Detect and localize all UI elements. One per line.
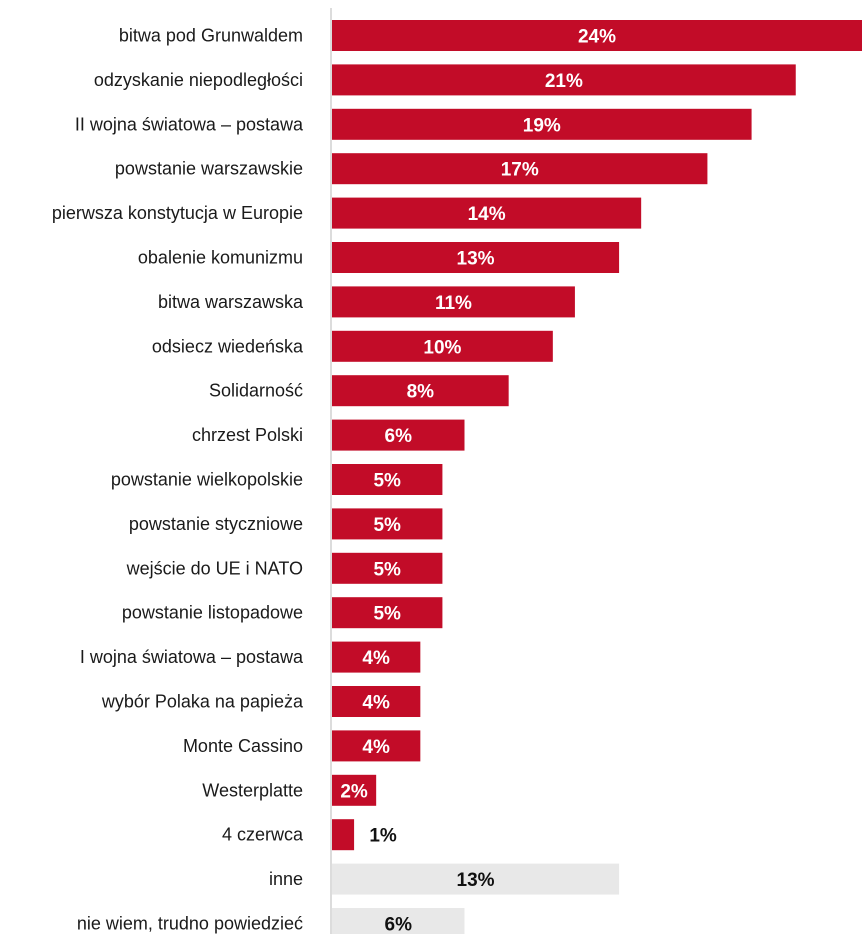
value-label-pierwsza-konstytucja-w-europie: 14% bbox=[468, 204, 506, 225]
category-label-solidarnosc: Solidarność bbox=[209, 381, 303, 401]
bar-odzyskanie-niepodleg-osci bbox=[332, 64, 796, 96]
value-label-powstanie-warszawskie: 17% bbox=[501, 160, 539, 181]
category-label-wejscie-do-ue-i-nato: wejście do UE i NATO bbox=[126, 558, 303, 578]
value-label-ii-wojna-swiatowa-postawa: 19% bbox=[523, 115, 561, 136]
bar-4-czerwca bbox=[332, 819, 355, 851]
bar-powstanie-listopadowe bbox=[332, 597, 443, 629]
value-label-bitwa-pod-grunwaldem: 24% bbox=[578, 27, 616, 48]
value-label-bitwa-warszawska: 11% bbox=[435, 293, 472, 314]
bar-bitwa-pod-grunwaldem bbox=[332, 20, 862, 51]
bar-bitwa-warszawska bbox=[332, 286, 575, 318]
category-label-powstanie-warszawskie: powstanie warszawskie bbox=[115, 159, 303, 179]
bar-monte-cassino bbox=[332, 730, 421, 762]
value-label-odsiecz-wiedenska: 10% bbox=[423, 337, 461, 358]
bar-westerplatte bbox=[332, 774, 377, 806]
category-label-powstanie-wielkopolskie: powstanie wielkopolskie bbox=[111, 470, 303, 490]
value-label-4-czerwca: 1% bbox=[369, 826, 397, 847]
category-label-inne: inne bbox=[269, 869, 303, 889]
bar-ii-wojna-swiatowa-postawa bbox=[332, 108, 752, 140]
bar-i-wojna-swiatowa-postawa bbox=[332, 641, 421, 673]
category-labels-layer: bitwa pod Grunwaldem odzyskanie niepodleg… bbox=[52, 26, 304, 934]
category-label-bitwa-pod-grunwaldem: bitwa pod Grunwaldem bbox=[119, 26, 303, 46]
category-label-powstanie-listopadowe: powstanie listopadowe bbox=[122, 603, 303, 623]
category-label-pierwsza-konstytucja-w-europie: pierwsza konstytucja w Europie bbox=[52, 203, 303, 223]
value-label-wybor-polaka-na-papieza: 4% bbox=[362, 693, 390, 714]
category-label-odzyskanie-niepodleg-osci: odzyskanie niepodległości bbox=[94, 70, 303, 90]
bar-wybor-polaka-na-papieza bbox=[332, 686, 421, 717]
value-label-powstanie-styczniowe: 5% bbox=[373, 515, 401, 536]
bar-obalenie-komunizmu bbox=[332, 242, 620, 273]
category-label-wybor-polaka-na-papieza: wybór Polaka na papieża bbox=[101, 692, 304, 712]
value-label-solidarnosc: 8% bbox=[407, 382, 435, 403]
bar-powstanie-styczniowe bbox=[332, 508, 443, 540]
bar-chrzest-polski bbox=[332, 419, 465, 451]
value-label-obalenie-komunizmu: 13% bbox=[457, 249, 495, 270]
bar-pierwsza-konstytucja-w-europie bbox=[332, 197, 642, 229]
category-label-chrzest-polski: chrzest Polski bbox=[192, 425, 303, 445]
category-label-nie-wiem-trudno-powiedziec: nie wiem, trudno powiedzieć bbox=[77, 914, 303, 934]
category-label-bitwa-warszawska: bitwa warszawska bbox=[158, 292, 304, 312]
value-label-westerplatte: 2% bbox=[340, 781, 368, 802]
value-label-monte-cassino: 4% bbox=[362, 737, 390, 758]
bars-layer bbox=[332, 20, 862, 934]
category-label-4-czerwca: 4 czerwca bbox=[222, 825, 304, 845]
category-label-westerplatte: Westerplatte bbox=[202, 780, 303, 800]
category-label-powstanie-styczniowe: powstanie styczniowe bbox=[129, 514, 303, 534]
category-label-i-wojna-swiatowa-postawa: I wojna światowa – postawa bbox=[80, 647, 304, 667]
value-label-powstanie-wielkopolskie: 5% bbox=[373, 471, 401, 492]
bar-powstanie-warszawskie bbox=[332, 153, 708, 185]
bar-inne bbox=[332, 863, 620, 895]
value-label-inne: 13% bbox=[457, 870, 495, 891]
value-label-i-wojna-swiatowa-postawa: 4% bbox=[362, 648, 390, 669]
category-label-ii-wojna-swiatowa-postawa: II wojna światowa – postawa bbox=[75, 114, 304, 134]
value-label-chrzest-polski: 6% bbox=[385, 426, 413, 447]
value-label-odzyskanie-niepodleg-osci: 21% bbox=[545, 71, 583, 92]
bar-powstanie-wielkopolskie bbox=[332, 464, 443, 495]
value-label-powstanie-listopadowe: 5% bbox=[373, 604, 401, 625]
value-label-wejscie-do-ue-i-nato: 5% bbox=[373, 559, 401, 580]
category-label-monte-cassino: Monte Cassino bbox=[183, 736, 303, 756]
bar-odsiecz-wiedenska bbox=[332, 330, 553, 362]
bar-nie-wiem-trudno-powiedziec bbox=[332, 908, 465, 934]
bar-solidarnosc bbox=[332, 375, 509, 407]
value-labels-layer: 24% 21% 19% 17% 14% 13% 11% 10% 8% 6% 5% 5% 5% 5% 4% 4%… bbox=[340, 27, 616, 934]
category-label-odsiecz-wiedenska: odsiecz wiedeńska bbox=[152, 336, 304, 356]
value-label-nie-wiem-trudno-powiedziec: 6% bbox=[385, 915, 413, 934]
category-label-obalenie-komunizmu: obalenie komunizmu bbox=[138, 248, 303, 268]
bar-wejscie-do-ue-i-nato bbox=[332, 552, 443, 584]
